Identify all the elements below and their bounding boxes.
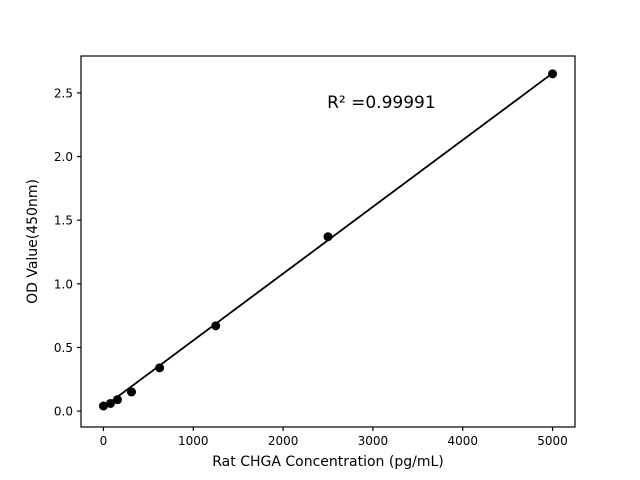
y-axis-ticks: 0.0 0.5 1.0 1.5 2.0 2.5 [54, 86, 81, 419]
y-tick-label: 0.5 [54, 341, 73, 355]
x-tick-label: 2000 [268, 434, 299, 448]
x-tick-label: 1000 [178, 434, 209, 448]
data-point [548, 69, 558, 79]
data-point [323, 232, 333, 242]
x-tick-label: 5000 [537, 434, 568, 448]
data-point [155, 363, 165, 373]
plot-frame [80, 55, 576, 428]
x-tick-label: 4000 [447, 434, 478, 448]
x-tick-label: 3000 [358, 434, 389, 448]
x-axis-label: Rat CHGA Concentration (pg/mL) [212, 454, 443, 470]
y-tick-label: 1.5 [54, 214, 73, 228]
data-point [98, 401, 108, 411]
y-axis-label: OD Value(450nm) [25, 179, 41, 304]
data-point [211, 321, 221, 331]
y-tick-label: 0.0 [54, 405, 73, 419]
x-axis-ticks: 0 1000 2000 3000 4000 5000 [100, 427, 568, 448]
y-tick-label: 2.0 [54, 150, 73, 164]
data-points [98, 69, 558, 411]
data-point [127, 387, 137, 397]
x-tick-label: 0 [100, 434, 108, 448]
data-point [112, 395, 122, 405]
y-tick-label: 1.0 [54, 277, 73, 291]
r-squared-annotation: R² =0.99991 [327, 93, 436, 113]
data-point [105, 398, 115, 408]
y-tick-label: 2.5 [54, 86, 73, 100]
